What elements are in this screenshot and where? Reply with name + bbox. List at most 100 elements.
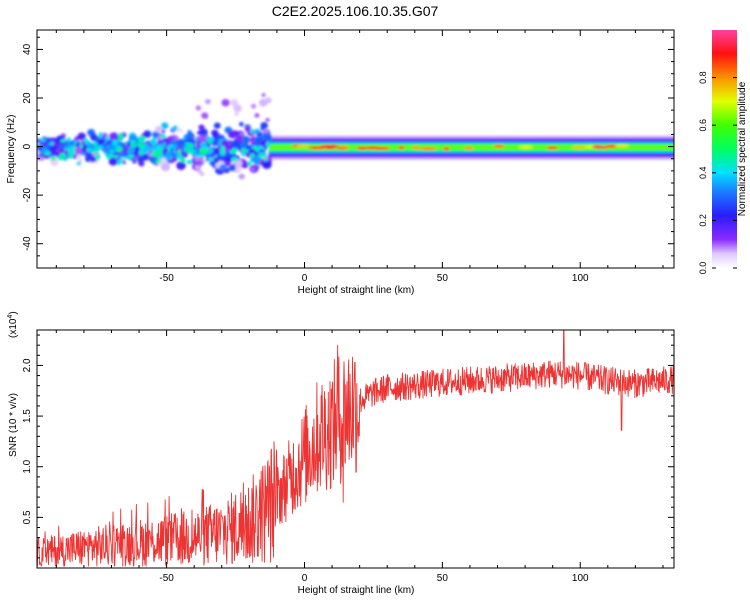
snr-series-line [37,330,674,567]
spectral-core [195,154,201,158]
spectral-blob [228,164,237,172]
spectral-blob [197,169,202,174]
y-tick-label: 20 [22,92,33,104]
spectral-blob [122,161,126,165]
spectral-blob [220,139,229,147]
spectral-core [73,140,78,145]
spectral-blob [204,98,211,105]
spectral-blob [260,122,268,129]
colorbar-tick-label: 0.4 [698,167,708,180]
spectral-core [142,147,149,154]
spectral-core [209,137,215,142]
spectral-core [50,155,56,162]
spectral-core [185,142,190,147]
spectral-core [255,147,260,152]
band-hotspot [593,145,609,149]
spectral-core [188,149,195,155]
spectral-blob [126,146,135,155]
x-tick-label: 100 [572,573,589,584]
spectral-core [76,161,82,166]
spectral-blob [116,155,121,160]
spectrogram-image [37,93,674,180]
spectral-core [250,153,255,158]
spectral-core [105,136,109,141]
band-hotspot [373,146,390,151]
spectral-core [92,141,98,147]
spectral-blob [45,137,53,144]
chart-title: C2E2.2025.106.10.35.G07 [272,3,439,19]
snr-y-scale-base: (x10 [8,318,19,338]
spectral-blob [211,129,219,137]
spectral-core [263,157,269,162]
spectral-core [243,149,249,153]
spectral-core [86,148,93,153]
spectral-blob [261,93,266,97]
spectral-blob [152,131,161,139]
band-hotspot [464,146,474,150]
spectral-blob [209,160,215,166]
colorbar-tick-label: 0.6 [698,119,708,132]
spectral-blob [261,159,272,169]
spectral-core [57,156,64,161]
spectral-blob [138,161,145,167]
spectral-blob [76,154,82,160]
x-tick-label: 0 [302,573,308,584]
spectral-blob [176,138,186,147]
snr-y-scale-note: (x104) [7,311,19,338]
spectrogram-y-axis-label: Frequency (Hz) [6,115,17,184]
spectral-core [155,145,161,151]
band-hotspot [356,146,369,150]
spectral-blob [195,165,200,170]
spectral-core [231,147,238,154]
spectral-blob [234,112,239,117]
band-hotspot [411,145,421,150]
spectral-core [71,145,77,149]
spectral-blob [132,160,137,164]
spectrogram-frame [36,29,675,269]
spectral-blob [199,172,205,176]
spectral-core [98,132,103,138]
y-tick-label: 1.5 [22,409,33,423]
spectral-core [60,139,66,143]
spectral-core [160,134,166,139]
x-tick-label: 50 [437,573,449,584]
spectral-core [117,137,123,142]
x-tick-label: -50 [159,273,174,284]
spectral-blob [51,147,61,157]
y-tick-label: 0 [22,143,33,149]
spectral-blob [254,113,260,118]
spectral-blob [212,147,221,156]
spectral-blob [244,126,251,132]
spectral-core [152,141,157,147]
spectral-core [117,132,124,138]
spectral-core [67,155,74,159]
spectral-blob [161,122,169,130]
spectral-core [150,147,156,151]
spectral-core [84,141,92,146]
colorbar-ticks: 0.0 0.2 0.4 0.6 0.8 [698,71,737,274]
spectral-blob [265,118,270,122]
spectrogram-panel: -50 0 50 100 -40 -20 0 20 40 Height of straight… [6,29,675,296]
spectral-blob [264,97,272,104]
colorbar: 0.0 0.2 0.4 0.6 0.8 Normalized spectral ampl… [698,30,748,274]
y-tick-label: -20 [22,187,33,202]
spectral-core [179,157,186,163]
spectral-blob [221,98,230,107]
spectral-blob [115,145,123,153]
spectral-core [186,159,193,165]
spectral-blob [250,103,257,109]
spectral-blob [117,141,122,146]
spectral-core [184,146,190,152]
spectral-core [39,138,46,142]
spectral-blob [185,132,195,140]
spectral-blob [213,122,221,129]
x-tick-label: 50 [437,273,449,284]
spectral-blob [172,125,179,132]
snr-panel: -50 0 50 100 0.5 1.0 1.5 2.0 Height of straigh… [7,311,675,596]
spectral-core [208,157,214,162]
spectral-core [138,149,144,156]
spectral-blob [136,155,140,159]
band-hotspot [546,146,559,150]
x-tick-label: -50 [159,573,174,584]
